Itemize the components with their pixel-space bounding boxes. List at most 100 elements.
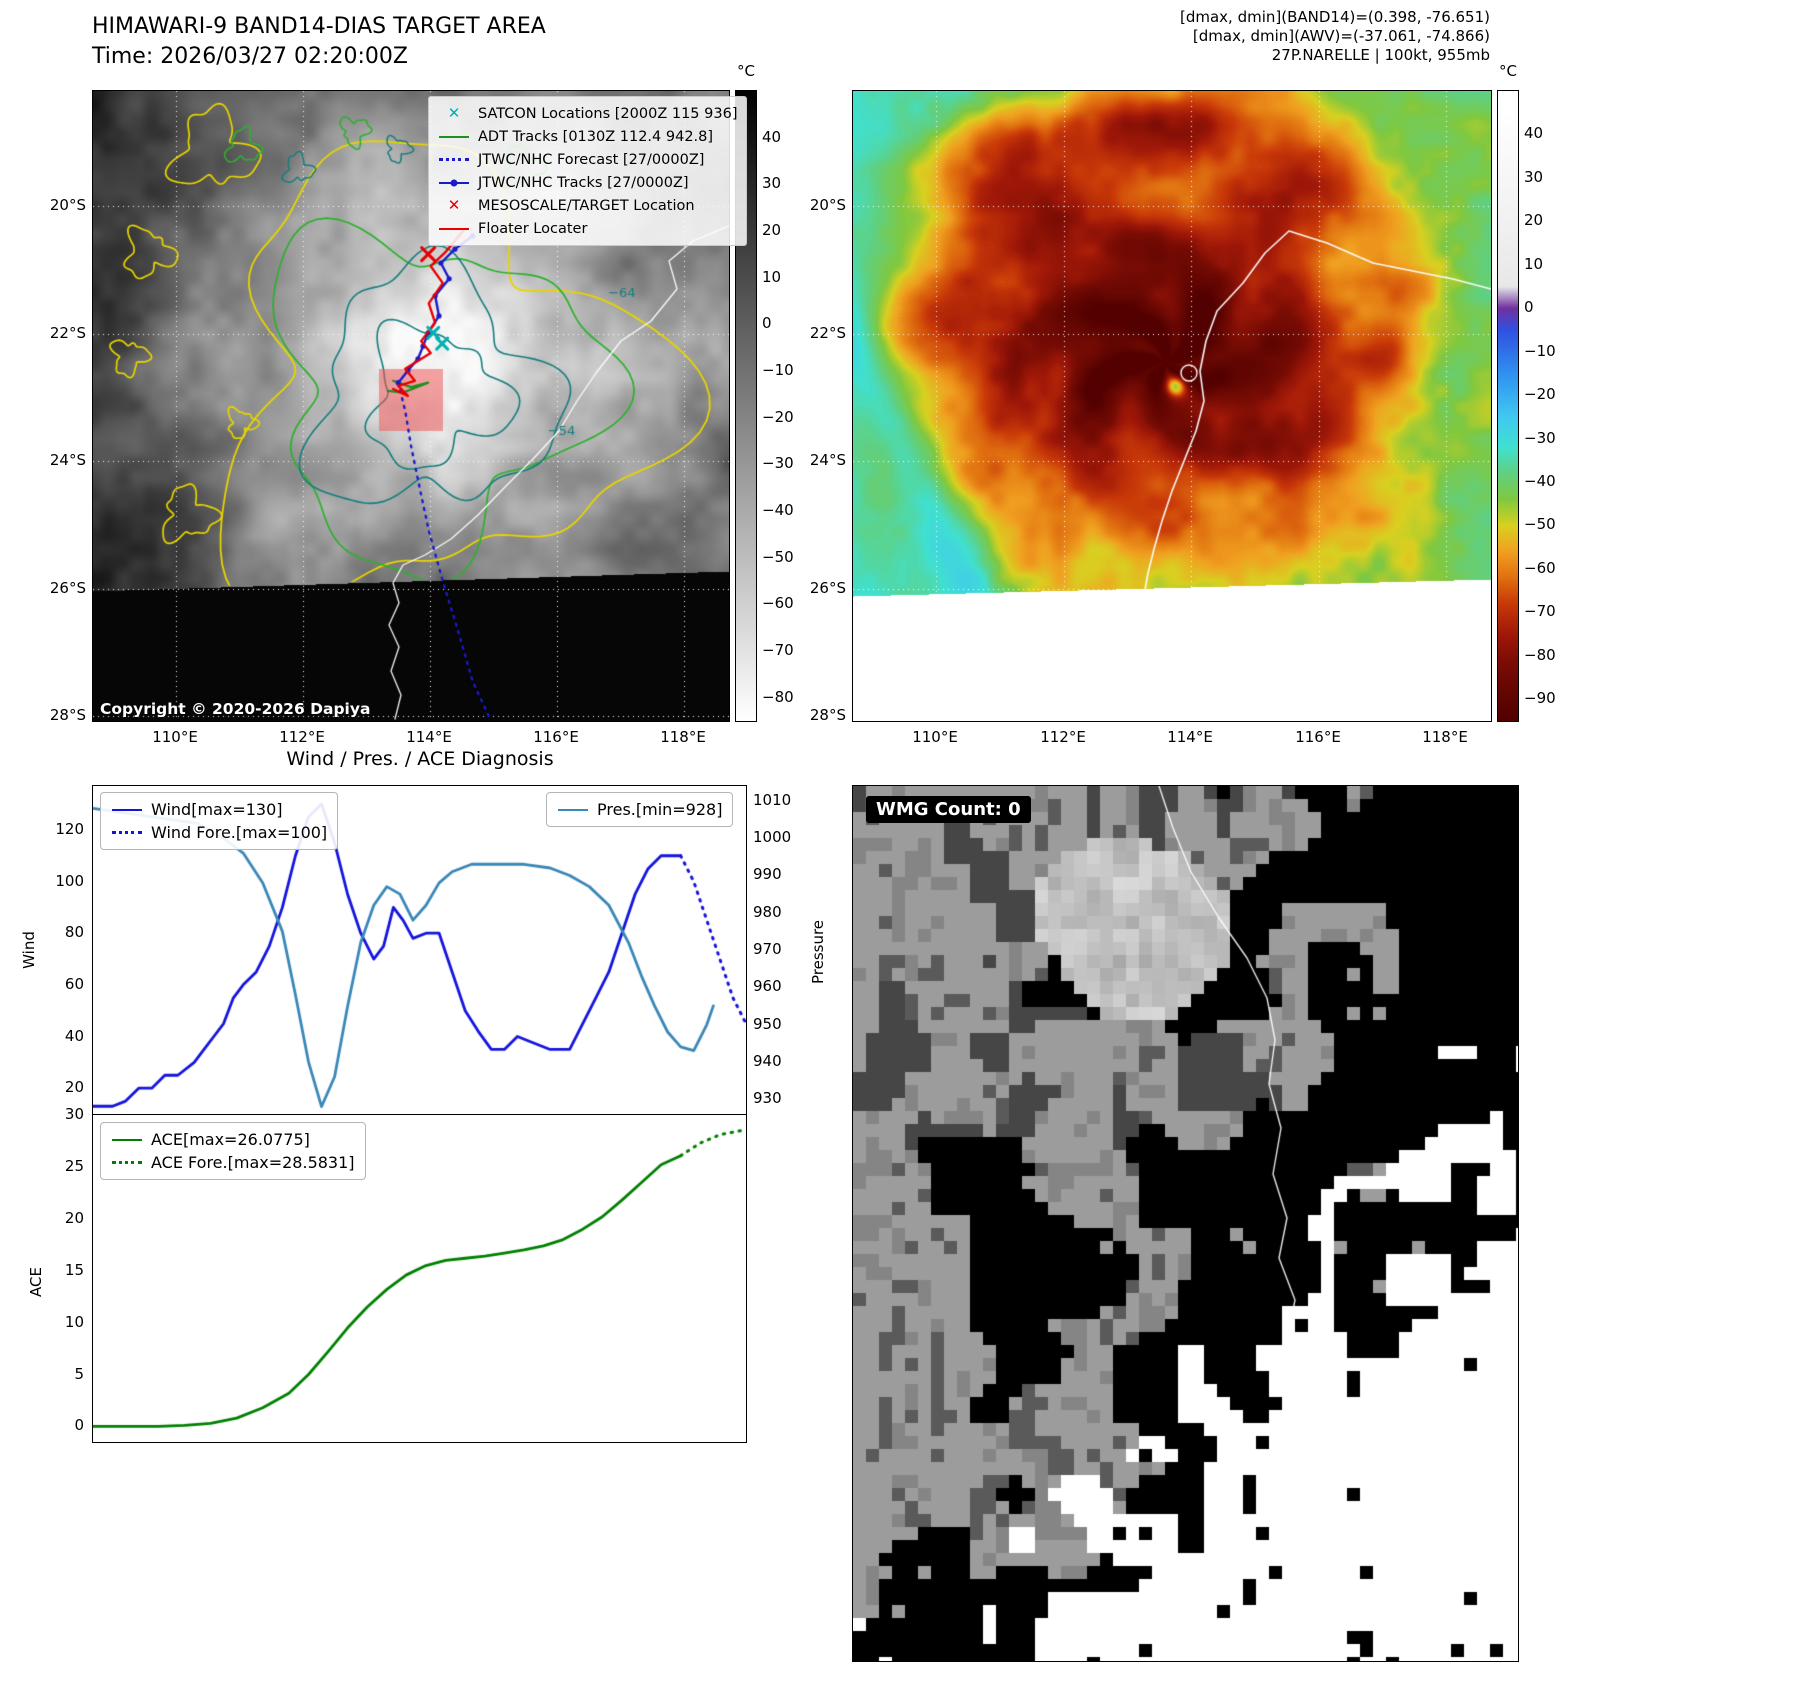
band14-lat-tick: 26°S [49, 579, 86, 597]
band14-colorbar-tick: −50 [762, 547, 794, 566]
ace-ytick: 10 [64, 1312, 84, 1331]
awv-colorbar-tick: 0 [1524, 298, 1534, 317]
ace-ytick: 20 [64, 1208, 84, 1227]
legend-label: Wind[max=130] [151, 800, 283, 819]
ace-axis-label: ACE [27, 1267, 45, 1297]
band14-title: HIMAWARI-9 BAND14-DIAS TARGET AREA [92, 14, 546, 39]
awv-colorbar-tick: −90 [1524, 689, 1556, 708]
line-legend-icon [438, 135, 470, 138]
pressure-ytick: 990 [753, 865, 782, 884]
band14-lon-tick: 110°E [152, 728, 198, 746]
legend-label: ACE[max=26.0775] [151, 1130, 310, 1149]
legend-item: Wind Fore.[max=100] [111, 821, 327, 844]
band14-lat-tick: 24°S [49, 451, 86, 469]
copyright-text: Copyright © 2020-2026 Dapiya [100, 700, 371, 718]
awv-lon-tick: 116°E [1295, 728, 1341, 746]
legend-item: Wind[max=130] [111, 798, 327, 821]
awv-colorbar-tick: 10 [1524, 254, 1544, 273]
band14-colorbar-tick: −60 [762, 594, 794, 613]
ace-ytick: 0 [74, 1416, 84, 1435]
band14-lat-tick: 22°S [49, 324, 86, 342]
awv-lat-tick: 26°S [809, 579, 846, 597]
band14-colorbar [735, 90, 757, 722]
line-legend-icon [111, 1138, 143, 1141]
awv-colorbar-tick: −20 [1524, 385, 1556, 404]
dotted-legend-icon [111, 831, 143, 834]
awv-colorbar-unit: °C [1499, 62, 1517, 80]
pressure-ytick: 1010 [753, 790, 792, 809]
legend-label: JTWC/NHC Forecast [27/0000Z] [478, 151, 705, 168]
legend-label: ADT Tracks [0130Z 112.4 942.8] [478, 128, 714, 145]
wind-pressure-chart-canvas [92, 785, 747, 1115]
band14-colorbar-tick: −80 [762, 687, 794, 706]
awv-colorbar-tick: −80 [1524, 645, 1556, 664]
awv-header-line3: 27P.NARELLE | 100kt, 955mb [1271, 46, 1490, 64]
awv-colorbar-tick: 30 [1524, 167, 1544, 186]
band14-colorbar-tick: −10 [762, 361, 794, 379]
legend-item: ACE[max=26.0775] [111, 1128, 355, 1151]
band14-colorbar-tick: −20 [762, 407, 794, 426]
wind-ytick: 60 [64, 974, 84, 993]
band14-lon-tick: 118°E [660, 728, 706, 746]
awv-map-canvas [852, 90, 1492, 722]
awv-header: [dmax, dmin](BAND14)=(0.398, -76.651) [d… [1180, 8, 1490, 65]
awv-colorbar-tick: 20 [1524, 211, 1544, 230]
pressure-ytick: 950 [753, 1014, 782, 1033]
legend-label: Pres.[min=928] [597, 800, 723, 819]
band14-time-label: Time: 2026/03/27 02:20:00Z [92, 44, 408, 69]
ace-ytick: 30 [64, 1105, 84, 1123]
legend-item: ACE Fore.[max=28.5831] [111, 1151, 355, 1174]
awv-lon-tick: 110°E [912, 728, 958, 746]
band14-colorbar-tick: −70 [762, 641, 794, 659]
awv-header-line2: [dmax, dmin](AWV)=(-37.061, -74.866) [1192, 27, 1490, 45]
wind-ytick: 120 [55, 819, 84, 838]
awv-lon-tick: 114°E [1167, 728, 1213, 746]
pressure-ytick: 970 [753, 940, 782, 958]
legend-item: Floater Locater [438, 217, 737, 240]
band14-lon-tick: 112°E [279, 728, 325, 746]
awv-lon-tick: 112°E [1040, 728, 1086, 746]
x-legend-icon: ✕ [447, 104, 461, 122]
pressure-legend: Pres.[min=928] [546, 792, 734, 827]
legend-item: ✕ SATCON Locations [2000Z 115 936] [438, 102, 738, 125]
awv-header-line1: [dmax, dmin](BAND14)=(0.398, -76.651) [1179, 8, 1490, 26]
band14-colorbar-tick: −30 [762, 454, 794, 473]
band14-colorbar-tick: 30 [762, 174, 782, 193]
legend-label: JTWC/NHC Tracks [27/0000Z] [478, 174, 689, 191]
line-legend-icon [557, 808, 589, 811]
band14-map-legend: ✕ SATCON Locations [2000Z 115 936] ADT Tra… [428, 96, 748, 246]
awv-lat-tick: 28°S [809, 706, 846, 724]
awv-colorbar-tick: 40 [1524, 124, 1544, 143]
band14-colorbar-unit: °C [737, 62, 755, 80]
wmg-map-canvas [852, 785, 1519, 1662]
ace-ytick: 5 [74, 1364, 84, 1383]
wind-axis-label: Wind [20, 931, 38, 969]
wind-ytick: 100 [55, 871, 84, 890]
pressure-ytick: 940 [753, 1051, 782, 1070]
awv-colorbar-tick: −30 [1524, 428, 1556, 447]
pressure-ytick: 930 [753, 1089, 782, 1108]
pressure-ytick: 980 [753, 902, 782, 921]
band14-lat-tick: 28°S [49, 706, 86, 724]
awv-colorbar-tick: −10 [1524, 341, 1556, 360]
legend-label: Wind Fore.[max=100] [151, 823, 328, 842]
legend-item: JTWC/NHC Forecast [27/0000Z] [438, 148, 737, 171]
dotted-legend-icon [438, 158, 470, 161]
legend-label: Floater Locater [478, 220, 588, 237]
line-legend-icon [438, 227, 470, 230]
linedot-legend-icon [438, 179, 470, 186]
x-legend-icon: ✕ [447, 196, 461, 214]
awv-colorbar-tick: −40 [1524, 472, 1556, 491]
wind-ytick: 80 [64, 923, 84, 942]
band14-colorbar-tick: 0 [762, 314, 772, 333]
band14-lon-tick: 116°E [533, 728, 579, 746]
awv-lat-tick: 22°S [809, 324, 846, 342]
dotted-legend-icon [111, 1161, 143, 1164]
legend-item: Pres.[min=928] [557, 798, 722, 821]
awv-lat-tick: 24°S [809, 451, 846, 469]
line-legend-icon [111, 808, 143, 811]
ace-ytick: 25 [64, 1156, 84, 1175]
legend-label: MESOSCALE/TARGET Location [478, 197, 695, 214]
band14-lon-tick: 114°E [406, 728, 452, 746]
